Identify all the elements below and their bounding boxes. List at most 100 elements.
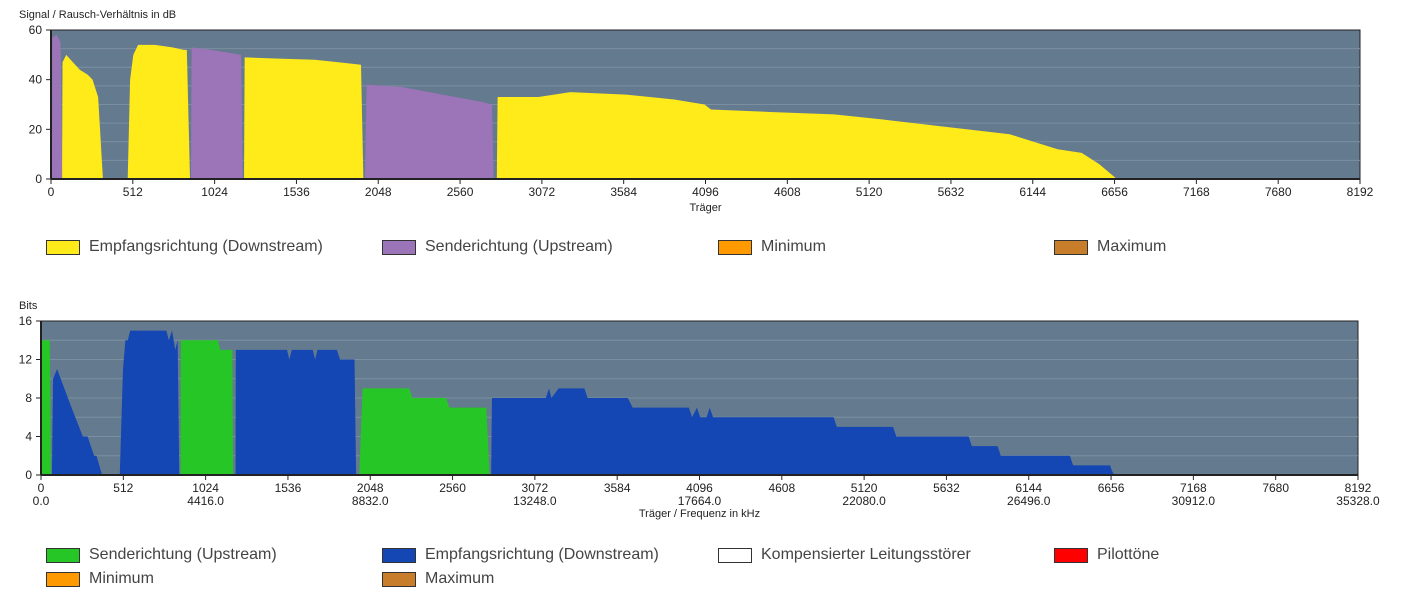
x-tick-label: 5120 [856, 185, 883, 199]
x-tick-label: 2048 [365, 185, 392, 199]
legend-swatch [46, 571, 80, 587]
x-axis-label: Träger / Frequenz in kHz [639, 508, 760, 520]
x-tick-label: 3072 [529, 185, 556, 199]
legend-label: Senderichtung (Upstream) [89, 546, 277, 563]
x-tick-label: 1024 [201, 185, 228, 199]
x-tick-label: 0 [48, 185, 55, 199]
legend-label: Empfangsrichtung (Downstream) [425, 546, 659, 563]
x-freq-label: 13248.0 [513, 494, 557, 508]
x-tick-label: 7168 [1183, 185, 1210, 199]
area-senderichtung [359, 388, 490, 475]
bits-chart: Bits 0 4 8 12 16 0 512 1024 1536 2048 2560 3072 3584 4… [19, 300, 1380, 520]
area-empfangsrichtung [496, 92, 1117, 179]
x-tick-label: 6144 [1019, 185, 1046, 199]
y-tick-label: 40 [29, 73, 43, 87]
x-freq-label: 0.0 [33, 494, 50, 508]
area-empfangsrichtung [127, 44, 191, 180]
legend-item: Maximum [1054, 238, 1390, 256]
x-tick-label: 4096 [686, 481, 713, 495]
x-tick-label: 4096 [692, 185, 719, 199]
x-tick-label: 4608 [768, 481, 795, 495]
legend-label: Empfangsrichtung (Downstream) [89, 238, 323, 255]
legend-swatch [1054, 239, 1088, 255]
legend-item: Kompensierter Leitungsstörer [718, 546, 1054, 564]
y-tick-label: 60 [29, 23, 43, 37]
x-tick-label: 0 [38, 481, 45, 495]
legend-swatch [382, 239, 416, 255]
x-tick-label: 3584 [604, 481, 631, 495]
x-tick-label: 8192 [1347, 185, 1374, 199]
legend-item: Minimum [46, 570, 382, 588]
y-tick-label: 12 [19, 353, 33, 367]
area-senderichtung [190, 47, 243, 180]
x-tick-label: 3584 [610, 185, 637, 199]
chart-title: Bits [19, 300, 38, 312]
area-senderichtung [41, 340, 51, 475]
chart-title: Signal / Rausch-Verhältnis in dB [19, 9, 176, 21]
y-tick-label: 0 [25, 468, 32, 482]
y-tick-label: 16 [19, 314, 33, 328]
legend-label: Minimum [761, 238, 826, 255]
legend-item: Senderichtung (Upstream) [46, 546, 382, 564]
x-freq-label: 35328.0 [1336, 494, 1380, 508]
area-empfangsrichtung [244, 57, 364, 179]
x-tick-label: 7168 [1180, 481, 1207, 495]
x-tick-label: 512 [113, 481, 133, 495]
legend-item: Pilottöne [1054, 546, 1390, 564]
area-empfangsrichtung [62, 54, 103, 180]
legend-label: Pilottöne [1097, 546, 1160, 563]
legend-item: Minimum [718, 238, 1054, 256]
x-freq-label: 8832.0 [352, 494, 389, 508]
area-senderichtung [51, 34, 63, 179]
x-tick-label: 3072 [522, 481, 549, 495]
x-tick-label: 6656 [1098, 481, 1125, 495]
area-senderichtung [364, 84, 494, 179]
x-tick-label: 6656 [1101, 185, 1128, 199]
legend-item: Empfangsrichtung (Downstream) [46, 238, 382, 256]
area-empfangsrichtung [119, 330, 180, 475]
x-tick-label: 7680 [1262, 481, 1289, 495]
x-tick-label: 512 [123, 185, 143, 199]
x-tick-label: 5120 [851, 481, 878, 495]
area-empfangsrichtung [51, 369, 103, 475]
x-tick-label: 7680 [1265, 185, 1292, 199]
legend-swatch [382, 571, 416, 587]
area-senderichtung [180, 340, 234, 475]
y-tick-label: 20 [29, 122, 43, 136]
legend-swatch [382, 547, 416, 563]
x-freq-label: 30912.0 [1172, 494, 1216, 508]
x-tick-label: 1536 [283, 185, 310, 199]
legend-label: Minimum [89, 570, 154, 587]
legend-swatch [1054, 547, 1088, 563]
x-tick-label: 4608 [774, 185, 801, 199]
legend-label: Kompensierter Leitungsstörer [761, 546, 971, 563]
y-tick-label: 0 [35, 172, 42, 186]
x-tick-label: 1024 [192, 481, 219, 495]
legend-swatch [718, 547, 752, 563]
area-empfangsrichtung [491, 388, 1115, 475]
x-tick-label: 6144 [1015, 481, 1042, 495]
y-tick-label: 4 [25, 430, 32, 444]
legend-label: Maximum [1097, 238, 1167, 255]
x-tick-label: 1536 [275, 481, 302, 495]
bits-legend: Senderichtung (Upstream) Empfangsrichtung… [46, 546, 1386, 588]
x-axis-label: Träger [690, 202, 722, 214]
legend-item: Empfangsrichtung (Downstream) [382, 546, 718, 564]
snr-legend: Empfangsrichtung (Downstream) Senderichtu… [46, 238, 1386, 256]
legend-item: Senderichtung (Upstream) [382, 238, 718, 256]
legend-swatch [46, 239, 80, 255]
x-freq-label: 26496.0 [1007, 494, 1051, 508]
x-freq-label: 22080.0 [842, 494, 886, 508]
x-freq-label: 17664.0 [678, 494, 722, 508]
x-freq-label: 4416.0 [187, 494, 224, 508]
legend-swatch [46, 547, 80, 563]
x-tick-label: 8192 [1345, 481, 1372, 495]
legend-swatch [718, 239, 752, 255]
legend-label: Senderichtung (Upstream) [425, 238, 613, 255]
x-tick-label: 2560 [439, 481, 466, 495]
legend-label: Maximum [425, 570, 495, 587]
legend-item: Maximum [382, 570, 718, 588]
y-tick-label: 8 [25, 391, 32, 405]
snr-chart: Signal / Rausch-Verhältnis in dB 0 20 40 60 0… [19, 9, 1374, 214]
x-tick-label: 5632 [933, 481, 960, 495]
